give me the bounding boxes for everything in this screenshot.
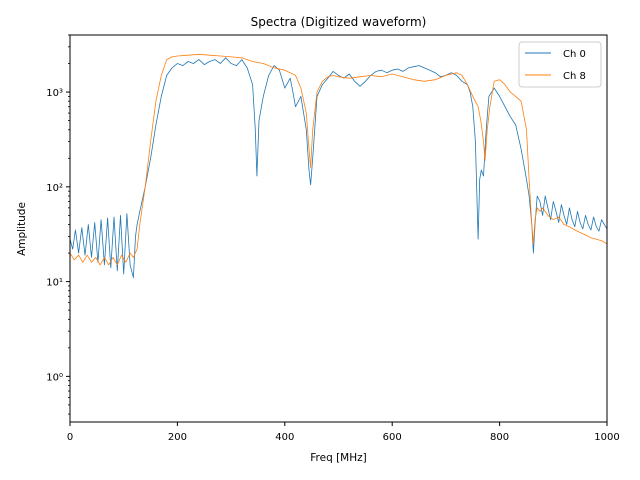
axes-border [69, 34, 608, 423]
legend-label-ch0: Ch 0 [563, 49, 586, 60]
series-layer [69, 53, 608, 279]
legend: Ch 0 Ch 8 [518, 41, 602, 88]
series-line-ch8 [69, 53, 608, 266]
x-tick-label: 200 [168, 432, 187, 443]
y-axis-label: Amplitude [16, 202, 28, 256]
y-tick-label: 10⁰ [46, 372, 63, 383]
legend-label-ch8: Ch 8 [563, 71, 586, 82]
y-axis-ticks: 10⁰ 10¹ 10² 10³ [46, 34, 70, 415]
plot-frame [69, 34, 608, 423]
chart-title: Spectra (Digitized waveform) [251, 15, 427, 29]
x-axis-ticks: 0 200 400 600 800 1000 [67, 422, 620, 443]
x-tick-label: 800 [490, 432, 509, 443]
x-tick-label: 1000 [594, 432, 619, 443]
x-tick-label: 0 [67, 432, 73, 443]
legend-box [518, 41, 602, 88]
x-axis-label: Freq [MHz] [310, 452, 366, 464]
series-line-ch0 [69, 57, 608, 279]
y-tick-label: 10¹ [46, 278, 63, 289]
x-tick-label: 400 [275, 432, 294, 443]
y-tick-label: 10³ [46, 88, 63, 99]
x-tick-label: 600 [383, 432, 402, 443]
y-tick-label: 10² [46, 183, 63, 194]
